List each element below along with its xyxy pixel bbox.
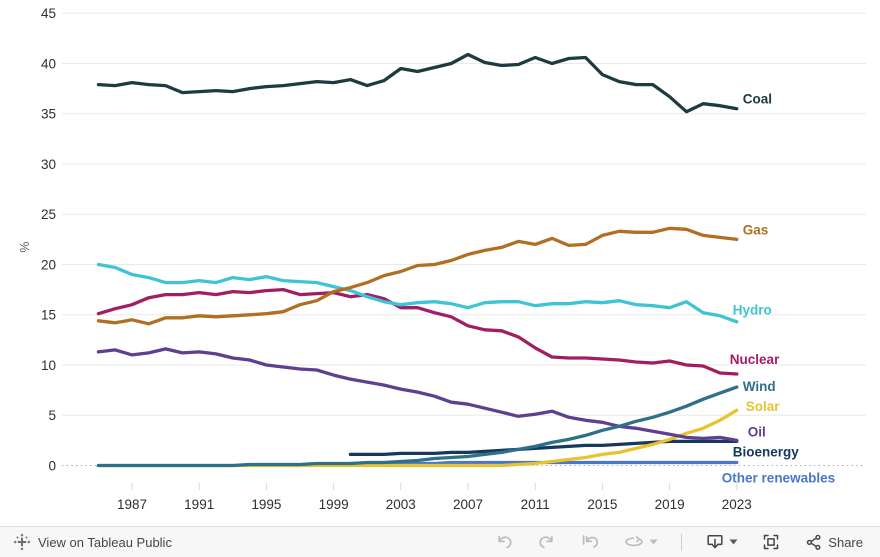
series-label-gas: Gas	[743, 222, 769, 237]
series-line-wind[interactable]	[96, 385, 739, 468]
undo-button[interactable]	[494, 532, 514, 552]
redo-button[interactable]	[537, 532, 557, 552]
series-label-other_renewables: Other renewables	[722, 470, 835, 485]
fullscreen-button[interactable]	[761, 532, 781, 552]
line-chart: % 0 5 10 15 20 25 30 35 40 45 1987 1991 1995 1999 2003…	[18, 6, 866, 512]
y-axis-tick-label: 15	[41, 308, 56, 323]
series-line-hydro[interactable]	[96, 262, 739, 324]
y-axis-title: %	[18, 241, 32, 252]
x-axis-tick-label: 2011	[521, 497, 550, 512]
tableau-toolbar: View on Tableau Public	[0, 526, 880, 557]
tableau-logo-icon	[13, 533, 31, 551]
share-icon	[807, 534, 821, 550]
toolbar-separator	[681, 533, 683, 551]
y-axis-tick-label: 0	[48, 458, 56, 473]
fullscreen-icon	[764, 534, 779, 550]
download-button[interactable]	[705, 532, 738, 552]
refresh-icon	[625, 536, 644, 547]
x-axis-tick-label: 1999	[319, 497, 349, 512]
caret-down-icon	[649, 539, 658, 545]
x-axis-tick-label: 2019	[655, 497, 685, 512]
redo-icon	[539, 535, 553, 549]
reset-icon	[583, 535, 599, 548]
y-axis-tick-label: 45	[41, 6, 56, 21]
series-label-oil: Oil	[748, 424, 766, 439]
y-axis-tick-label: 25	[41, 207, 56, 222]
x-axis-tick-label: 2003	[386, 497, 416, 512]
series-label-wind: Wind	[743, 379, 776, 394]
series-label-solar: Solar	[746, 399, 781, 414]
toolbar-buttons: Share	[494, 532, 863, 552]
download-icon	[707, 535, 723, 550]
share-button-label: Share	[828, 534, 863, 550]
view-on-tableau-public-link[interactable]: View on Tableau Public	[13, 533, 172, 551]
view-on-tableau-public-label: View on Tableau Public	[38, 534, 172, 550]
series-label-hydro: Hydro	[733, 303, 772, 318]
series-line-coal[interactable]	[96, 52, 739, 114]
y-axis-tick-label: 30	[41, 157, 56, 172]
series-line-nuclear[interactable]	[96, 287, 739, 376]
undo-icon	[498, 535, 512, 549]
series-label-coal: Coal	[743, 92, 772, 107]
y-axis-tick-label: 5	[48, 408, 56, 423]
x-axis-tick-label: 2015	[587, 497, 617, 512]
x-axis-tick-label: 1991	[184, 497, 214, 512]
y-axis-tick-label: 20	[41, 257, 56, 272]
series-line-bioenergy[interactable]	[348, 439, 739, 457]
x-axis-tick-label: 1995	[251, 497, 281, 512]
chart-area: % 0 5 10 15 20 25 30 35 40 45 1987 1991 1995 1999 2003…	[18, 6, 866, 512]
x-axis-tick-label: 2007	[453, 497, 483, 512]
x-axis-tick-label: 1987	[117, 497, 147, 512]
series-line-gas[interactable]	[96, 226, 739, 326]
series-label-bioenergy: Bioenergy	[733, 444, 800, 459]
series-label-nuclear: Nuclear	[730, 352, 780, 367]
y-axis-tick-label: 35	[41, 107, 56, 122]
series-line-oil[interactable]	[96, 347, 739, 443]
x-axis-tick-label: 2023	[722, 497, 752, 512]
y-axis-tick-label: 10	[41, 358, 56, 373]
refresh-button[interactable]	[623, 532, 658, 552]
share-button[interactable]: Share	[804, 532, 863, 552]
caret-down-icon	[729, 539, 738, 545]
y-axis-tick-label: 40	[41, 56, 56, 71]
reset-button[interactable]	[580, 532, 600, 552]
